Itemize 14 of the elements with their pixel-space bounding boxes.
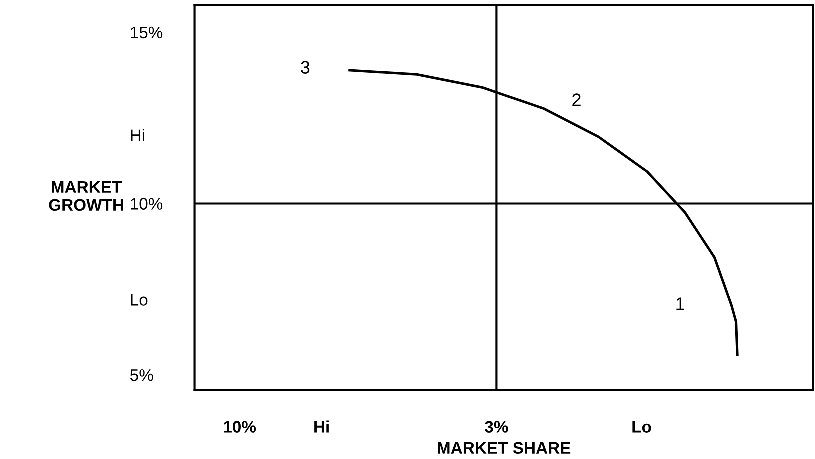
x-tick-label: Lo — [632, 421, 652, 433]
y-tick-label: 10% — [131, 198, 163, 210]
x-tick-label: Hi — [314, 420, 329, 433]
x-axis-title: MARKET SHARE — [438, 442, 571, 454]
y-tick-label: Hi — [131, 129, 144, 142]
y-tick-label: Lo — [131, 294, 148, 306]
x-tick-label: 3% — [485, 421, 508, 433]
annotation: 3 — [301, 61, 310, 74]
annotation: 1 — [676, 298, 684, 310]
x-tick-label: 10% — [224, 421, 256, 433]
y-axis-title: MARKET GROWTH — [49, 181, 124, 212]
y-tick-label: 15% — [131, 26, 163, 39]
y-tick-label: 5% — [130, 370, 154, 382]
annotation: 2 — [572, 94, 581, 106]
